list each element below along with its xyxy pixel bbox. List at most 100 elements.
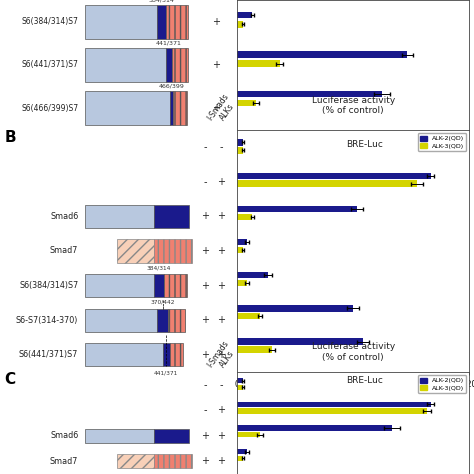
Text: Smad7: Smad7 — [50, 457, 78, 466]
Bar — [237, 206, 357, 212]
Text: Luciferase activity
(% of control): Luciferase activity (% of control) — [311, 96, 395, 115]
Text: +: + — [217, 315, 225, 325]
Text: +: + — [212, 60, 220, 70]
Bar — [85, 5, 157, 38]
Text: +: + — [201, 281, 209, 291]
Text: -: - — [203, 142, 207, 152]
Text: +: + — [201, 246, 209, 256]
Bar — [237, 247, 243, 253]
Bar — [237, 426, 392, 430]
Bar — [237, 432, 260, 437]
Text: B: B — [5, 130, 17, 145]
Text: -: - — [203, 380, 207, 390]
Text: Smad7: Smad7 — [50, 246, 78, 255]
Text: (C2C12): (C2C12) — [438, 153, 469, 162]
Text: 384/314: 384/314 — [148, 0, 174, 2]
Bar — [85, 91, 170, 125]
Text: BRE-Luc: BRE-Luc — [346, 376, 383, 385]
Text: S6(441/371)S7: S6(441/371)S7 — [21, 61, 78, 69]
Bar — [118, 454, 155, 468]
Text: S6-S7(314-370): S6-S7(314-370) — [16, 316, 78, 325]
Bar — [237, 100, 256, 106]
Bar — [168, 309, 184, 332]
Bar — [237, 378, 243, 383]
Bar — [155, 205, 189, 228]
Text: C: C — [5, 372, 16, 387]
Bar — [237, 51, 407, 58]
Bar — [237, 385, 243, 390]
Bar — [85, 343, 163, 366]
Text: +: + — [217, 456, 225, 466]
Bar — [172, 48, 188, 82]
Text: +: + — [217, 350, 225, 360]
Bar — [170, 91, 173, 125]
Bar — [237, 409, 427, 413]
Bar — [170, 343, 183, 366]
Bar — [237, 305, 353, 311]
Bar — [166, 5, 188, 38]
Text: ALKs: ALKs — [219, 102, 237, 123]
Text: S6(384/314)S7: S6(384/314)S7 — [19, 281, 78, 290]
Bar — [237, 449, 246, 454]
Bar — [237, 346, 272, 353]
Bar — [155, 428, 189, 443]
Bar — [237, 280, 246, 286]
Bar — [237, 239, 246, 245]
Text: +: + — [201, 431, 209, 441]
Text: Luciferase activity
(% of control): Luciferase activity (% of control) — [311, 343, 395, 362]
Text: -: - — [219, 142, 223, 152]
Legend: ALK-2(QD), ALK-3(QD): ALK-2(QD), ALK-3(QD) — [418, 375, 466, 393]
Bar — [157, 5, 166, 38]
Bar — [237, 338, 363, 345]
Bar — [155, 274, 164, 297]
Text: Smad6: Smad6 — [50, 431, 78, 440]
Bar — [163, 343, 170, 366]
Text: I-Smads: I-Smads — [205, 339, 230, 369]
Text: 441/371: 441/371 — [156, 40, 182, 46]
Text: I-Smads: I-Smads — [205, 92, 230, 123]
Text: -: - — [203, 177, 207, 187]
Text: +: + — [201, 211, 209, 221]
Text: +: + — [217, 405, 225, 415]
Text: +: + — [217, 177, 225, 187]
Bar — [237, 173, 430, 179]
Text: S6(466/399)S7: S6(466/399)S7 — [21, 104, 78, 113]
Text: Smad6: Smad6 — [50, 212, 78, 221]
Bar — [155, 239, 191, 263]
Text: 441/371: 441/371 — [154, 370, 178, 375]
Text: S6(441/371)S7: S6(441/371)S7 — [19, 350, 78, 359]
Bar — [237, 12, 253, 18]
Text: 384/314: 384/314 — [147, 265, 171, 270]
Bar — [237, 21, 243, 27]
Bar — [237, 456, 243, 461]
Text: +: + — [201, 350, 209, 360]
Text: +: + — [212, 103, 220, 113]
Bar — [237, 91, 382, 97]
Bar — [157, 309, 168, 332]
Text: -: - — [219, 380, 223, 390]
Bar — [237, 147, 243, 154]
Legend: ALK-2(QD), ALK-3(QD): ALK-2(QD), ALK-3(QD) — [418, 133, 466, 151]
Text: +: + — [217, 211, 225, 221]
Text: (C2C12): (C2C12) — [438, 387, 469, 396]
Text: ALKs: ALKs — [219, 349, 237, 369]
Text: 370/442: 370/442 — [150, 300, 175, 305]
Bar — [237, 272, 268, 278]
Bar — [237, 313, 260, 319]
Bar — [85, 205, 155, 228]
Text: 466/399: 466/399 — [158, 84, 184, 89]
Text: S6(384/314)S7: S6(384/314)S7 — [21, 17, 78, 26]
Text: +: + — [217, 281, 225, 291]
Bar — [237, 139, 243, 146]
Text: BRE-Luc: BRE-Luc — [346, 139, 383, 148]
Text: +: + — [217, 431, 225, 441]
Bar — [155, 454, 191, 468]
Bar — [118, 239, 155, 263]
Text: +: + — [212, 17, 220, 27]
Bar — [237, 181, 417, 187]
Bar — [164, 274, 187, 297]
Bar — [85, 428, 155, 443]
Text: -: - — [203, 405, 207, 415]
Text: +: + — [217, 246, 225, 256]
Bar — [237, 60, 280, 67]
